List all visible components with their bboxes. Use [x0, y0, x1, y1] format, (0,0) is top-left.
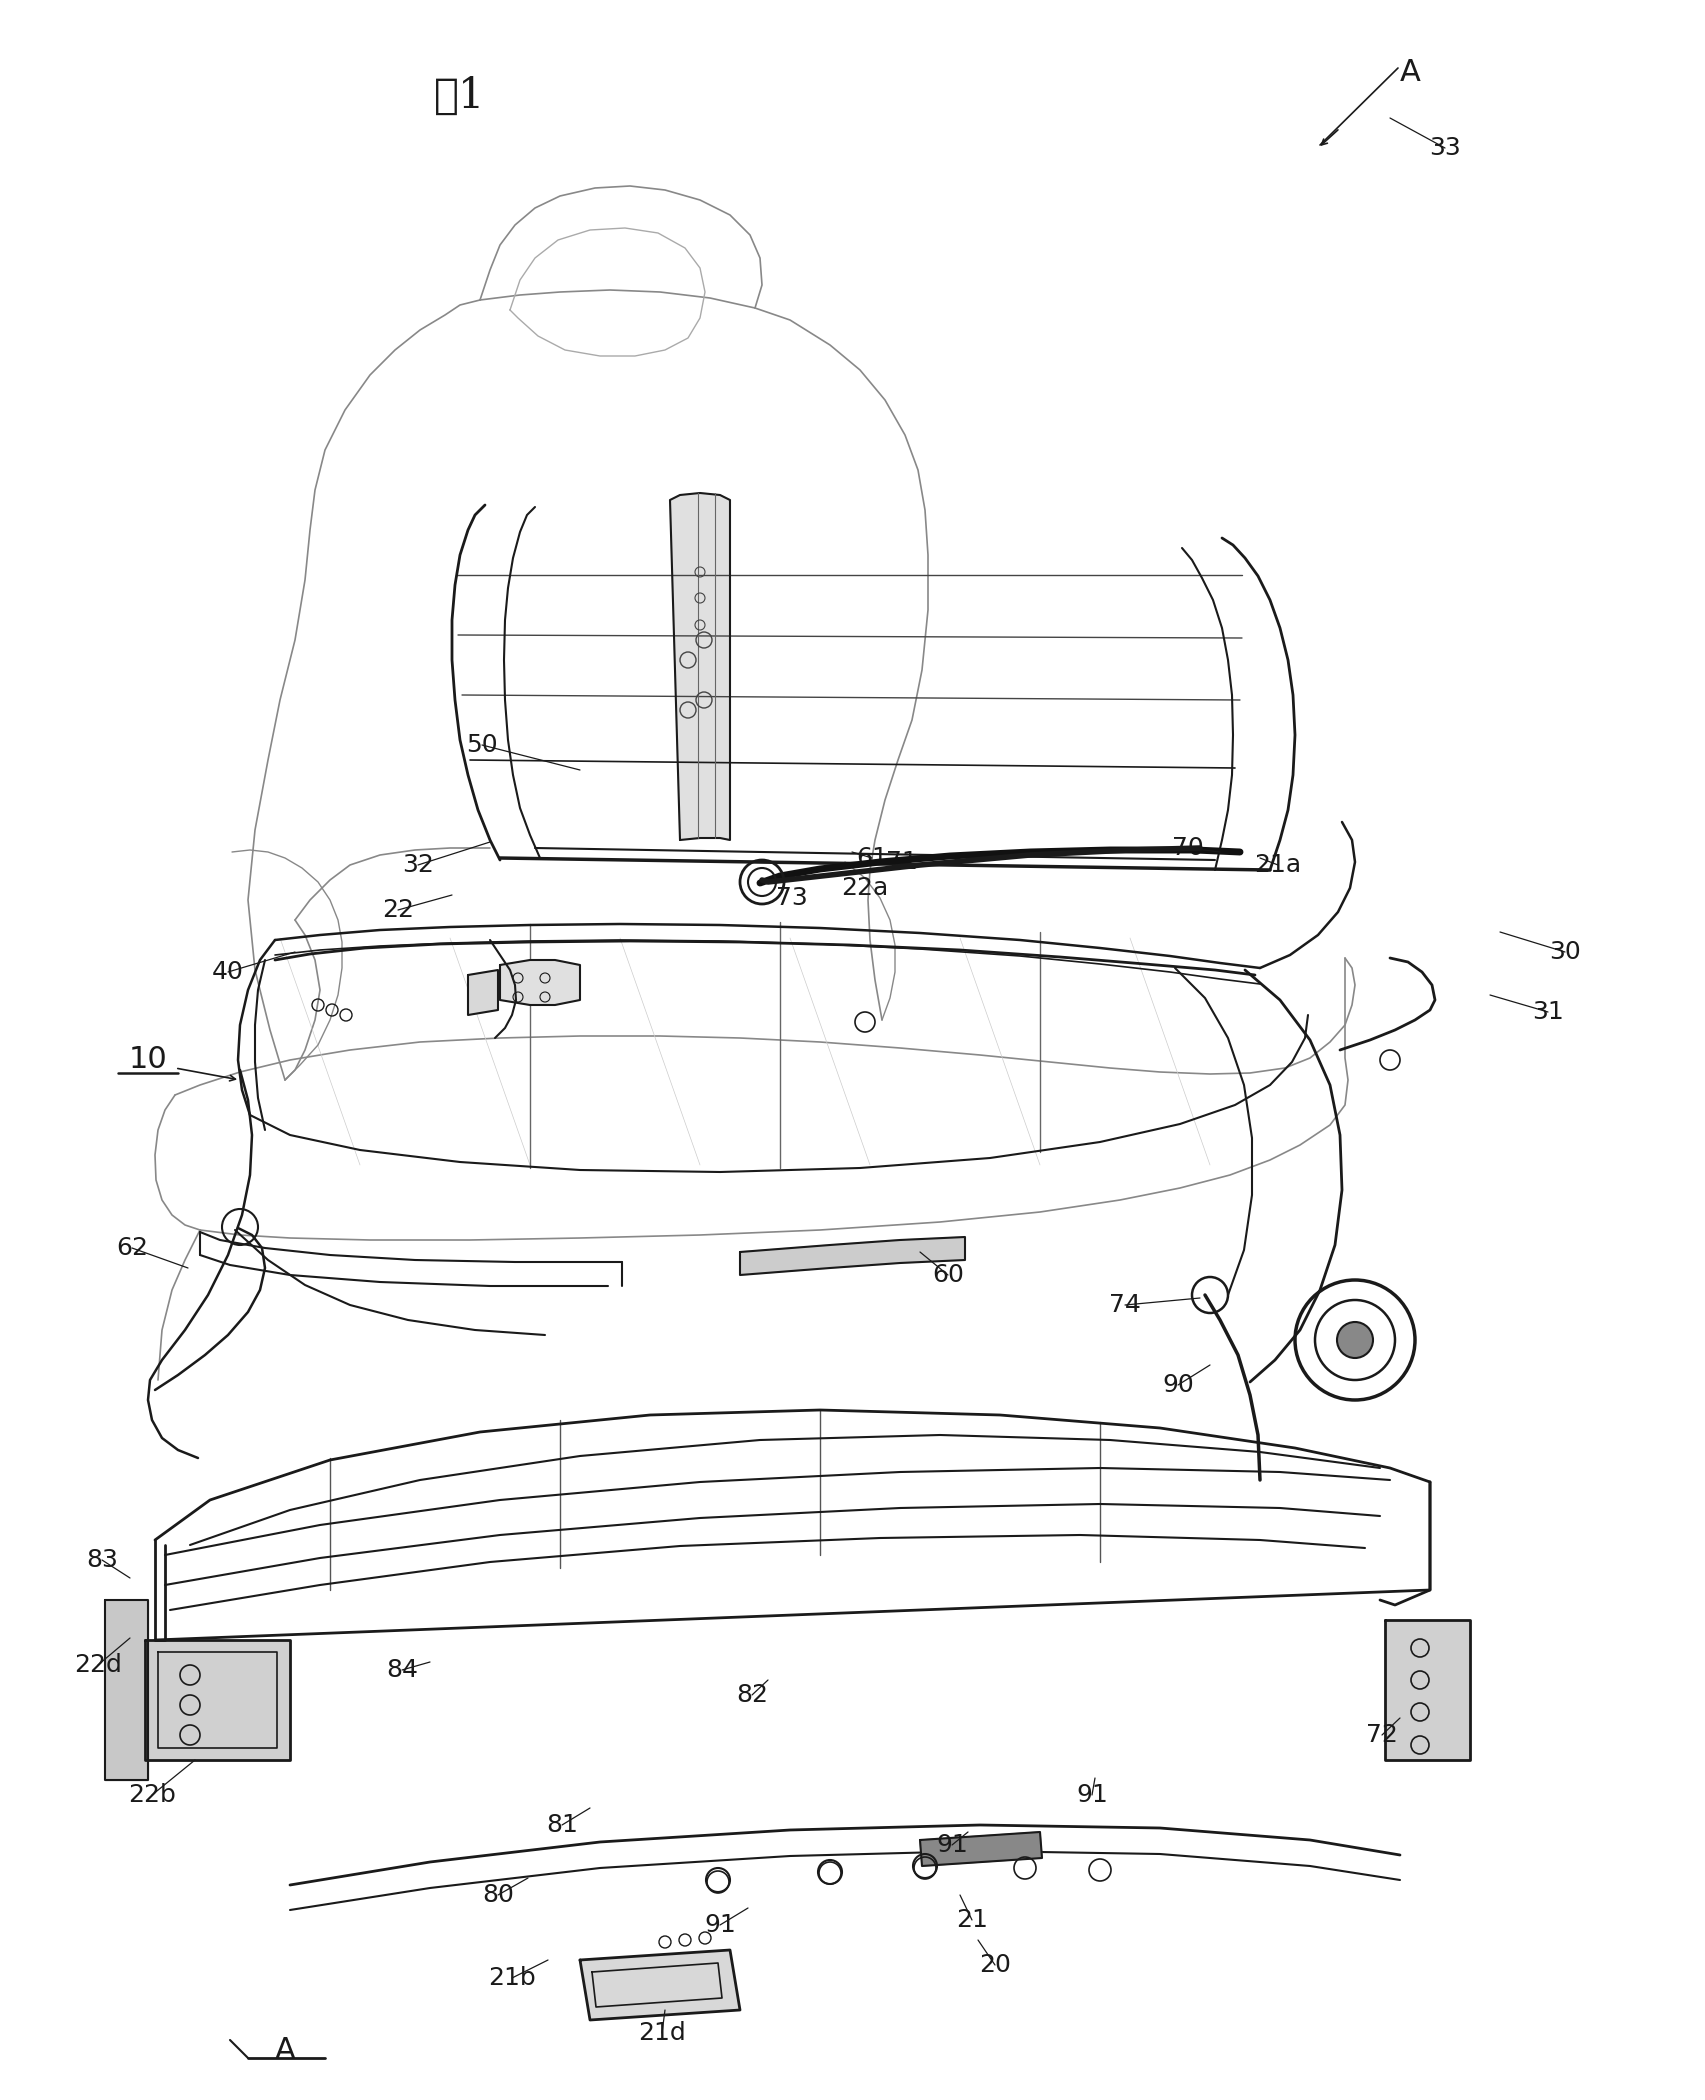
- Text: 22b: 22b: [128, 1783, 176, 1806]
- Text: 91: 91: [1076, 1783, 1107, 1806]
- Circle shape: [1337, 1323, 1373, 1359]
- Polygon shape: [740, 1237, 965, 1275]
- Text: 30: 30: [1548, 941, 1581, 964]
- Text: 40: 40: [211, 960, 244, 985]
- Text: 80: 80: [483, 1884, 513, 1907]
- Text: 22d: 22d: [73, 1653, 121, 1678]
- Text: 83: 83: [85, 1548, 118, 1573]
- Text: 22: 22: [382, 899, 414, 922]
- Text: 72: 72: [1366, 1722, 1396, 1747]
- Text: 20: 20: [979, 1953, 1011, 1976]
- Polygon shape: [919, 1831, 1042, 1867]
- Text: 图1: 图1: [435, 76, 486, 118]
- Polygon shape: [1384, 1619, 1470, 1760]
- Text: 21d: 21d: [638, 2020, 685, 2045]
- Polygon shape: [580, 1951, 740, 2020]
- Polygon shape: [500, 960, 580, 1006]
- Text: 60: 60: [931, 1262, 963, 1287]
- Text: 91: 91: [704, 1913, 735, 1936]
- Text: 32: 32: [402, 853, 433, 878]
- Text: 91: 91: [936, 1833, 967, 1856]
- Text: 81: 81: [546, 1812, 578, 1838]
- Text: 61: 61: [856, 846, 887, 869]
- Polygon shape: [467, 970, 498, 1014]
- Text: 21a: 21a: [1253, 853, 1301, 878]
- Text: 90: 90: [1161, 1373, 1193, 1396]
- Text: 74: 74: [1108, 1294, 1141, 1317]
- Text: 21b: 21b: [488, 1966, 535, 1991]
- Text: 82: 82: [735, 1682, 767, 1707]
- Text: A: A: [1400, 59, 1420, 86]
- Polygon shape: [106, 1600, 148, 1781]
- Text: 70: 70: [1171, 836, 1204, 861]
- Text: 22a: 22a: [841, 876, 888, 901]
- Text: 33: 33: [1429, 136, 1459, 160]
- Text: 73: 73: [776, 886, 808, 909]
- Text: 71: 71: [885, 850, 917, 874]
- Polygon shape: [670, 494, 730, 840]
- Text: 10: 10: [128, 1046, 167, 1075]
- Polygon shape: [145, 1640, 290, 1760]
- Text: 31: 31: [1531, 1000, 1563, 1025]
- Text: 50: 50: [465, 733, 498, 756]
- Text: A: A: [275, 2037, 295, 2064]
- Text: 62: 62: [116, 1237, 148, 1260]
- Text: 21: 21: [955, 1909, 987, 1932]
- Text: 84: 84: [385, 1659, 418, 1682]
